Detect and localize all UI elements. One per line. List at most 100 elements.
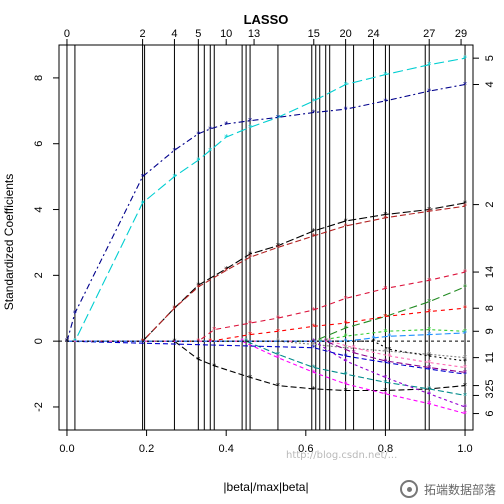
series-point: * xyxy=(65,337,69,346)
series-point: * xyxy=(65,337,69,346)
series-point: * xyxy=(248,123,252,132)
series-point: * xyxy=(248,250,252,259)
series-point: * xyxy=(276,350,280,359)
series-line-12 xyxy=(67,340,466,415)
series-point: * xyxy=(387,332,391,341)
series-point: * xyxy=(344,80,348,89)
series-point: * xyxy=(463,363,467,372)
series-point: * xyxy=(344,344,348,353)
series-point: * xyxy=(276,243,280,252)
series-point: * xyxy=(387,352,391,361)
y-tick-label: 2 xyxy=(33,272,45,278)
series-point: * xyxy=(248,373,252,382)
right-tick-label: 8 xyxy=(484,305,496,311)
series-point: * xyxy=(172,146,176,155)
series-point: * xyxy=(463,391,467,400)
series-point: * xyxy=(427,352,431,361)
y-axis-label: Standardized Coefficients xyxy=(2,174,16,311)
top-tick-label: 2 xyxy=(140,28,146,40)
series-point: * xyxy=(172,304,176,313)
series-point: * xyxy=(276,327,280,336)
series-point: * xyxy=(383,285,387,294)
series-point: * xyxy=(312,108,316,117)
series-point: * xyxy=(65,337,69,346)
series-point: * xyxy=(312,385,316,394)
series-point: * xyxy=(383,214,387,223)
series-point: * xyxy=(248,253,252,262)
right-tick-label: 4 xyxy=(484,81,496,87)
series-point: * xyxy=(248,117,252,126)
top-tick-label: 27 xyxy=(423,28,435,40)
series-point: * xyxy=(224,133,228,142)
y-tick-label: 6 xyxy=(33,141,45,147)
series-line-3 xyxy=(67,202,466,342)
series-point: * xyxy=(463,403,467,412)
series-point: * xyxy=(276,242,280,251)
series-point: * xyxy=(141,173,145,182)
top-tick-label: 13 xyxy=(248,28,260,40)
series-point: * xyxy=(65,337,69,346)
x-tick-label: 0.2 xyxy=(139,443,154,455)
series-point: * xyxy=(463,80,467,89)
series-point: * xyxy=(352,344,356,353)
series-point: * xyxy=(212,326,216,335)
x-tick-label: 0.8 xyxy=(378,443,393,455)
series-point: * xyxy=(427,326,431,335)
series-point: * xyxy=(383,327,387,336)
series-point: * xyxy=(224,266,228,275)
top-tick-label: 10 xyxy=(220,28,232,40)
series-point: * xyxy=(427,206,431,215)
series-point: * xyxy=(344,217,348,226)
right-tick-label: 25 xyxy=(484,379,496,391)
series-point: * xyxy=(427,365,431,374)
series-point: * xyxy=(463,54,467,63)
series-point: * xyxy=(463,410,467,419)
series-point: * xyxy=(463,199,467,208)
series-point: * xyxy=(383,357,387,366)
series-point: * xyxy=(312,340,316,349)
series-line-18 xyxy=(67,340,466,362)
series-point: * xyxy=(427,385,431,394)
series-point: * xyxy=(312,368,316,377)
series-point: * xyxy=(65,337,69,346)
x-tick-label: 1.0 xyxy=(457,443,472,455)
x-tick-label: 0.4 xyxy=(219,443,234,455)
series-point: * xyxy=(344,332,348,341)
series-point: * xyxy=(196,130,200,139)
series-point: * xyxy=(224,265,228,274)
series-point: * xyxy=(312,363,316,372)
series-point: * xyxy=(371,334,375,343)
series-line-5 xyxy=(67,271,466,342)
series-point: * xyxy=(65,337,69,346)
series-point: * xyxy=(383,347,387,356)
series-point: * xyxy=(248,331,252,340)
series-point: * xyxy=(383,71,387,80)
series-point: * xyxy=(427,363,431,372)
series-point: * xyxy=(427,400,431,409)
series-point: * xyxy=(344,370,348,379)
x-tick-label: 0.0 xyxy=(59,443,74,455)
top-tick-label: 0 xyxy=(64,28,70,40)
series-point: * xyxy=(344,357,348,366)
series-point: * xyxy=(196,156,200,165)
series-point: * xyxy=(387,345,391,354)
series-point: * xyxy=(383,210,387,219)
right-tick-label: 2 xyxy=(484,202,496,208)
series-point: * xyxy=(463,283,467,292)
series-point: * xyxy=(196,283,200,292)
series-point: * xyxy=(65,337,69,346)
series-point: * xyxy=(427,61,431,70)
series-point: * xyxy=(65,337,69,346)
series-point: * xyxy=(65,337,69,346)
series-point: * xyxy=(463,304,467,313)
series-point: * xyxy=(276,382,280,391)
series-point: * xyxy=(383,359,387,368)
right-tick-label: 11 xyxy=(484,352,496,363)
series-point: * xyxy=(208,146,212,155)
right-tick-label: 3 xyxy=(484,392,496,398)
series-point: * xyxy=(73,309,77,318)
series-point: * xyxy=(312,322,316,331)
series-point: * xyxy=(463,268,467,277)
